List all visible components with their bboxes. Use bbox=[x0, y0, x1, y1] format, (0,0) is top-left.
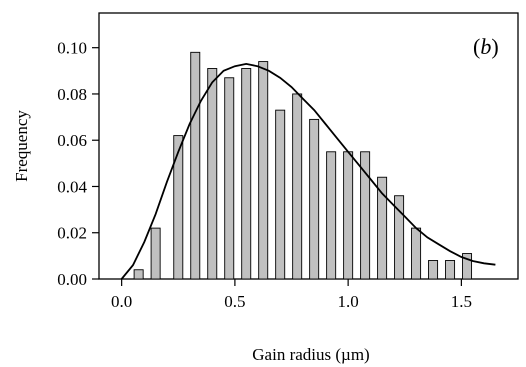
fit-curve-line bbox=[120, 62, 496, 280]
bar-19 bbox=[462, 253, 473, 280]
panel-label-close: ) bbox=[491, 34, 498, 59]
bar-13 bbox=[360, 151, 371, 280]
bar-8 bbox=[275, 109, 286, 280]
bar-5 bbox=[224, 77, 235, 280]
bar-4 bbox=[207, 68, 218, 280]
y-tick-label: 0.04 bbox=[57, 177, 87, 196]
bar-17 bbox=[428, 260, 439, 280]
plot-frame bbox=[98, 12, 519, 280]
panel-label-letter: b bbox=[480, 34, 491, 59]
bar-9 bbox=[292, 93, 303, 280]
bar-11 bbox=[326, 151, 337, 280]
x-tick-label: 1.0 bbox=[338, 292, 359, 311]
y-tick-label: 0.02 bbox=[57, 224, 87, 243]
bar-14 bbox=[377, 176, 388, 280]
bar-18 bbox=[445, 260, 456, 280]
panel-label-open: ( bbox=[473, 34, 480, 59]
bar-1 bbox=[150, 227, 161, 280]
y-tick-label: 0.08 bbox=[57, 85, 87, 104]
bar-15 bbox=[394, 195, 405, 280]
x-tick-label: 1.5 bbox=[451, 292, 472, 311]
fit-curve-group bbox=[120, 62, 496, 280]
bar-12 bbox=[343, 151, 354, 280]
bar-2 bbox=[173, 135, 184, 280]
x-tick-label: 0.0 bbox=[111, 292, 132, 311]
x-axis-title: Gain radius (µm) bbox=[252, 345, 369, 364]
bar-10 bbox=[309, 118, 320, 280]
bar-3 bbox=[190, 51, 201, 280]
x-tick-label: 0.5 bbox=[224, 292, 245, 311]
bar-16 bbox=[411, 227, 422, 280]
panel-label: (b) bbox=[473, 34, 499, 59]
y-axis-ticks: 0.00 0.02 0.04 0.06 0.08 0.10 bbox=[57, 39, 99, 289]
bars-group bbox=[133, 51, 473, 280]
y-tick-label: 0.00 bbox=[57, 270, 87, 289]
bar-0 bbox=[133, 269, 144, 280]
bar-7 bbox=[258, 61, 269, 280]
y-tick-label: 0.10 bbox=[57, 39, 87, 58]
y-tick-label: 0.06 bbox=[57, 131, 87, 150]
x-axis-ticks: 0.0 0.5 1.0 1.5 bbox=[111, 279, 472, 311]
bar-6 bbox=[241, 68, 252, 280]
y-axis-title: Frequency bbox=[12, 110, 31, 182]
